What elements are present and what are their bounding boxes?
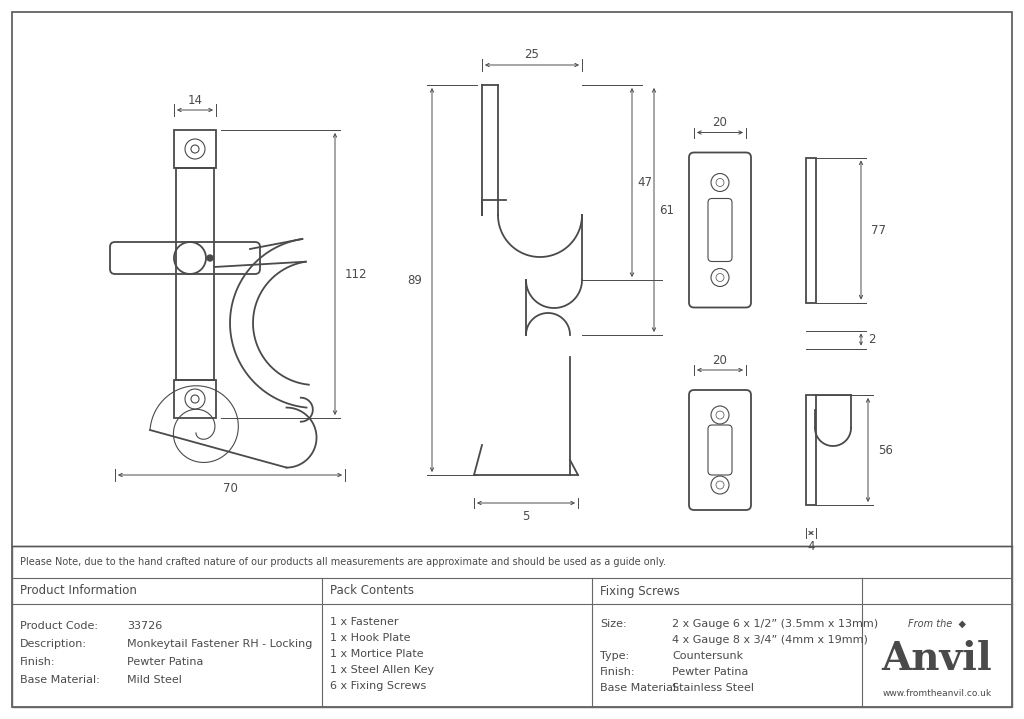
Text: 1 x Steel Allen Key: 1 x Steel Allen Key xyxy=(330,665,434,675)
Text: Mild Steel: Mild Steel xyxy=(127,675,182,685)
Text: Description:: Description: xyxy=(20,639,87,649)
Text: 77: 77 xyxy=(871,224,886,237)
Text: www.fromtheanvil.co.uk: www.fromtheanvil.co.uk xyxy=(883,690,991,698)
Bar xyxy=(174,130,216,168)
Text: Countersunk: Countersunk xyxy=(672,651,743,661)
Bar xyxy=(806,157,816,303)
Text: Fixing Screws: Fixing Screws xyxy=(600,585,680,597)
Text: Type:: Type: xyxy=(600,651,629,661)
Bar xyxy=(806,395,816,505)
Text: From the  ◆: From the ◆ xyxy=(908,619,966,629)
Text: 6 x Fixing Screws: 6 x Fixing Screws xyxy=(330,681,426,691)
Text: Pewter Patina: Pewter Patina xyxy=(127,657,204,667)
Text: Size:: Size: xyxy=(600,619,627,629)
Text: 47: 47 xyxy=(637,176,652,189)
Text: 112: 112 xyxy=(345,267,368,280)
Text: Finish:: Finish: xyxy=(20,657,55,667)
Text: Base Material:: Base Material: xyxy=(20,675,99,685)
Bar xyxy=(12,546,1012,707)
Text: 4: 4 xyxy=(807,541,815,554)
Text: Product Code:: Product Code: xyxy=(20,621,98,631)
Text: Base Material:: Base Material: xyxy=(600,683,680,693)
Text: 4 x Gauge 8 x 3/4” (4mm x 19mm): 4 x Gauge 8 x 3/4” (4mm x 19mm) xyxy=(672,635,868,645)
Text: Pewter Patina: Pewter Patina xyxy=(672,667,749,677)
Text: 2: 2 xyxy=(868,333,876,346)
Text: Anvil: Anvil xyxy=(882,640,992,678)
Text: 89: 89 xyxy=(408,273,422,286)
Text: 70: 70 xyxy=(222,482,238,495)
Text: 2 x Gauge 6 x 1/2” (3.5mm x 13mm): 2 x Gauge 6 x 1/2” (3.5mm x 13mm) xyxy=(672,619,879,629)
Bar xyxy=(174,380,216,418)
Text: 1 x Fastener: 1 x Fastener xyxy=(330,617,398,627)
Text: 1 x Mortice Plate: 1 x Mortice Plate xyxy=(330,649,424,659)
Text: 5: 5 xyxy=(522,510,529,523)
Text: Monkeytail Fastener RH - Locking: Monkeytail Fastener RH - Locking xyxy=(127,639,312,649)
Circle shape xyxy=(207,255,213,261)
Text: 33726: 33726 xyxy=(127,621,162,631)
Text: 1 x Hook Plate: 1 x Hook Plate xyxy=(330,633,411,643)
Text: 25: 25 xyxy=(524,48,540,62)
Text: Finish:: Finish: xyxy=(600,667,636,677)
Bar xyxy=(176,168,214,380)
Text: 14: 14 xyxy=(187,93,203,106)
Text: Pack Contents: Pack Contents xyxy=(330,585,414,597)
Text: Please Note, due to the hand crafted nature of our products all measurements are: Please Note, due to the hand crafted nat… xyxy=(20,557,666,567)
Text: Product Information: Product Information xyxy=(20,585,137,597)
Text: 20: 20 xyxy=(713,354,727,367)
Text: 61: 61 xyxy=(659,203,674,216)
Text: 20: 20 xyxy=(713,116,727,129)
Text: 56: 56 xyxy=(878,444,893,457)
Text: Stainless Steel: Stainless Steel xyxy=(672,683,754,693)
